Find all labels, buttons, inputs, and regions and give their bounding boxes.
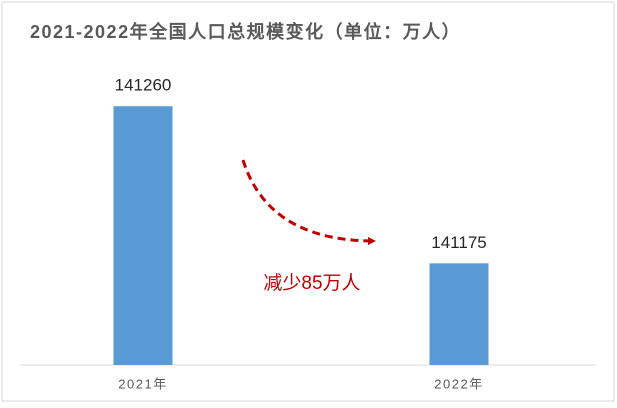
chart-border (1, 1, 615, 402)
bar (113, 106, 173, 365)
x-tick-label: 2022年 (434, 376, 483, 391)
chart-title: 2021-2022年全国人口总规模变化（单位：万人） (30, 21, 461, 42)
change-arrow (241, 159, 376, 245)
bar (429, 263, 489, 365)
annotation: 减少85万人 (263, 272, 360, 294)
x-tick-label: 2021年 (118, 376, 167, 391)
value-label: 141175 (431, 233, 486, 252)
value-label: 141260 (115, 76, 172, 95)
